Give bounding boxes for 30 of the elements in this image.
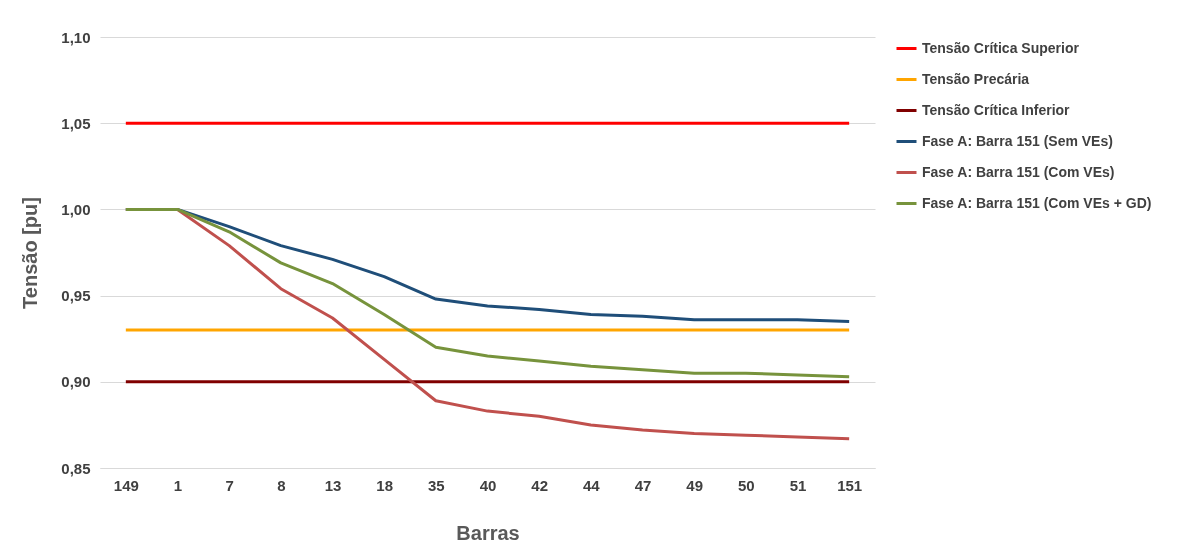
x-tick-label: 1 xyxy=(173,476,183,494)
x-tick-label: 42 xyxy=(531,476,549,494)
x-tick-label: 151 xyxy=(837,476,863,494)
x-tick-label: 50 xyxy=(737,476,755,494)
x-tick-label: 8 xyxy=(277,476,286,494)
x-tick-label: 51 xyxy=(789,476,807,494)
y-axis-title: Tensão [pu] xyxy=(19,197,42,309)
x-tick-label: 35 xyxy=(427,476,445,494)
y-tick-label: 1,05 xyxy=(61,114,91,132)
y-tick-label: 1,10 xyxy=(61,28,91,46)
y-tick-label: 0,85 xyxy=(61,459,91,477)
x-tick-label: 149 xyxy=(113,476,139,494)
x-tick-label: 49 xyxy=(686,476,704,494)
y-tick-label: 1,00 xyxy=(61,200,91,218)
legend-label: Tensão Precária xyxy=(922,70,1030,87)
x-tick-label: 47 xyxy=(634,476,652,494)
x-axis-title: Barras xyxy=(456,521,520,544)
legend-label: Fase A: Barra 151 (Sem VEs) xyxy=(922,132,1113,149)
x-tick-label: 13 xyxy=(324,476,342,494)
legend-label: Fase A: Barra 151 (Com VEs + GD) xyxy=(922,194,1152,211)
legend-label: Tensão Crítica Inferior xyxy=(922,101,1071,118)
line-series xyxy=(124,207,851,379)
y-tick-label: 0,95 xyxy=(61,287,91,305)
legend-label: Tensão Crítica Superior xyxy=(922,39,1080,56)
y-tick-label: 0,90 xyxy=(61,373,91,391)
x-tick-label: 18 xyxy=(376,476,394,494)
legend-label: Fase A: Barra 151 (Com VEs) xyxy=(922,163,1115,180)
x-tick-label: 7 xyxy=(225,476,234,494)
x-tick-label: 44 xyxy=(582,476,601,494)
x-tick-label: 40 xyxy=(479,476,497,494)
